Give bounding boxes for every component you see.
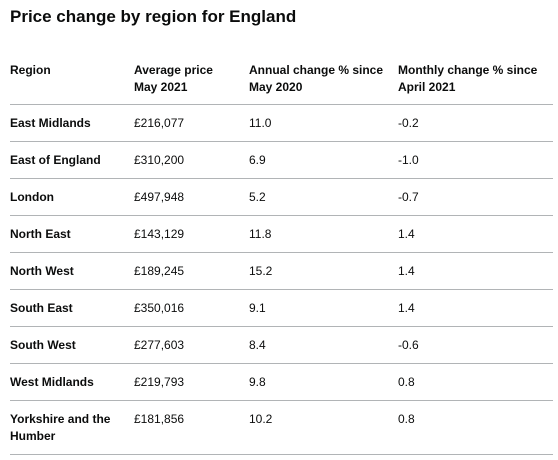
- region-cell: London: [10, 178, 134, 216]
- annual-change-cell: 9.8: [249, 363, 398, 401]
- annual-change-cell: 11.0: [249, 104, 398, 142]
- monthly-change-cell: -0.2: [398, 104, 553, 142]
- annual-change-cell: 8.4: [249, 326, 398, 364]
- region-cell: East of England: [10, 141, 134, 179]
- table-row: East Midlands £216,077 11.0 -0.2: [10, 104, 553, 142]
- table-row: West Midlands £219,793 9.8 0.8: [10, 363, 553, 401]
- region-cell: West Midlands: [10, 363, 134, 401]
- monthly-change-cell: 1.4: [398, 289, 553, 327]
- region-price-table: Region Average price May 2021 Annual cha…: [10, 56, 553, 455]
- table-row: North West £189,245 15.2 1.4: [10, 252, 553, 290]
- average-price-cell: £143,129: [134, 215, 249, 253]
- header-average-price: Average price May 2021: [134, 56, 249, 105]
- table-row: Yorkshire and the Humber £181,856 10.2 0…: [10, 400, 553, 455]
- table-row: North East £143,129 11.8 1.4: [10, 215, 553, 253]
- average-price-cell: £219,793: [134, 363, 249, 401]
- header-region: Region: [10, 56, 134, 105]
- table-body: East Midlands £216,077 11.0 -0.2 East of…: [10, 104, 553, 455]
- table-row: South West £277,603 8.4 -0.6: [10, 326, 553, 364]
- monthly-change-cell: -0.7: [398, 178, 553, 216]
- average-price-cell: £189,245: [134, 252, 249, 290]
- table-row: London £497,948 5.2 -0.7: [10, 178, 553, 216]
- monthly-change-cell: -0.6: [398, 326, 553, 364]
- header-monthly-change: Monthly change % since April 2021: [398, 56, 553, 105]
- average-price-cell: £310,200: [134, 141, 249, 179]
- region-cell: South West: [10, 326, 134, 364]
- monthly-change-cell: 1.4: [398, 215, 553, 253]
- region-cell: East Midlands: [10, 104, 134, 142]
- average-price-cell: £497,948: [134, 178, 249, 216]
- monthly-change-cell: -1.0: [398, 141, 553, 179]
- average-price-cell: £181,856: [134, 400, 249, 455]
- annual-change-cell: 6.9: [249, 141, 398, 179]
- table-row: East of England £310,200 6.9 -1.0: [10, 141, 553, 179]
- table-header: Region Average price May 2021 Annual cha…: [10, 56, 553, 105]
- monthly-change-cell: 0.8: [398, 400, 553, 455]
- region-cell: North East: [10, 215, 134, 253]
- annual-change-cell: 15.2: [249, 252, 398, 290]
- table-caption: Price change by region for England: [10, 7, 297, 26]
- annual-change-cell: 10.2: [249, 400, 398, 455]
- region-cell: North West: [10, 252, 134, 290]
- monthly-change-cell: 1.4: [398, 252, 553, 290]
- average-price-cell: £277,603: [134, 326, 249, 364]
- header-annual-change: Annual change % since May 2020: [249, 56, 398, 105]
- table-row: South East £350,016 9.1 1.4: [10, 289, 553, 327]
- annual-change-cell: 5.2: [249, 178, 398, 216]
- header-row: Region Average price May 2021 Annual cha…: [10, 56, 553, 105]
- annual-change-cell: 11.8: [249, 215, 398, 253]
- monthly-change-cell: 0.8: [398, 363, 553, 401]
- region-cell: South East: [10, 289, 134, 327]
- average-price-cell: £216,077: [134, 104, 249, 142]
- average-price-cell: £350,016: [134, 289, 249, 327]
- annual-change-cell: 9.1: [249, 289, 398, 327]
- region-cell: Yorkshire and the Humber: [10, 400, 134, 455]
